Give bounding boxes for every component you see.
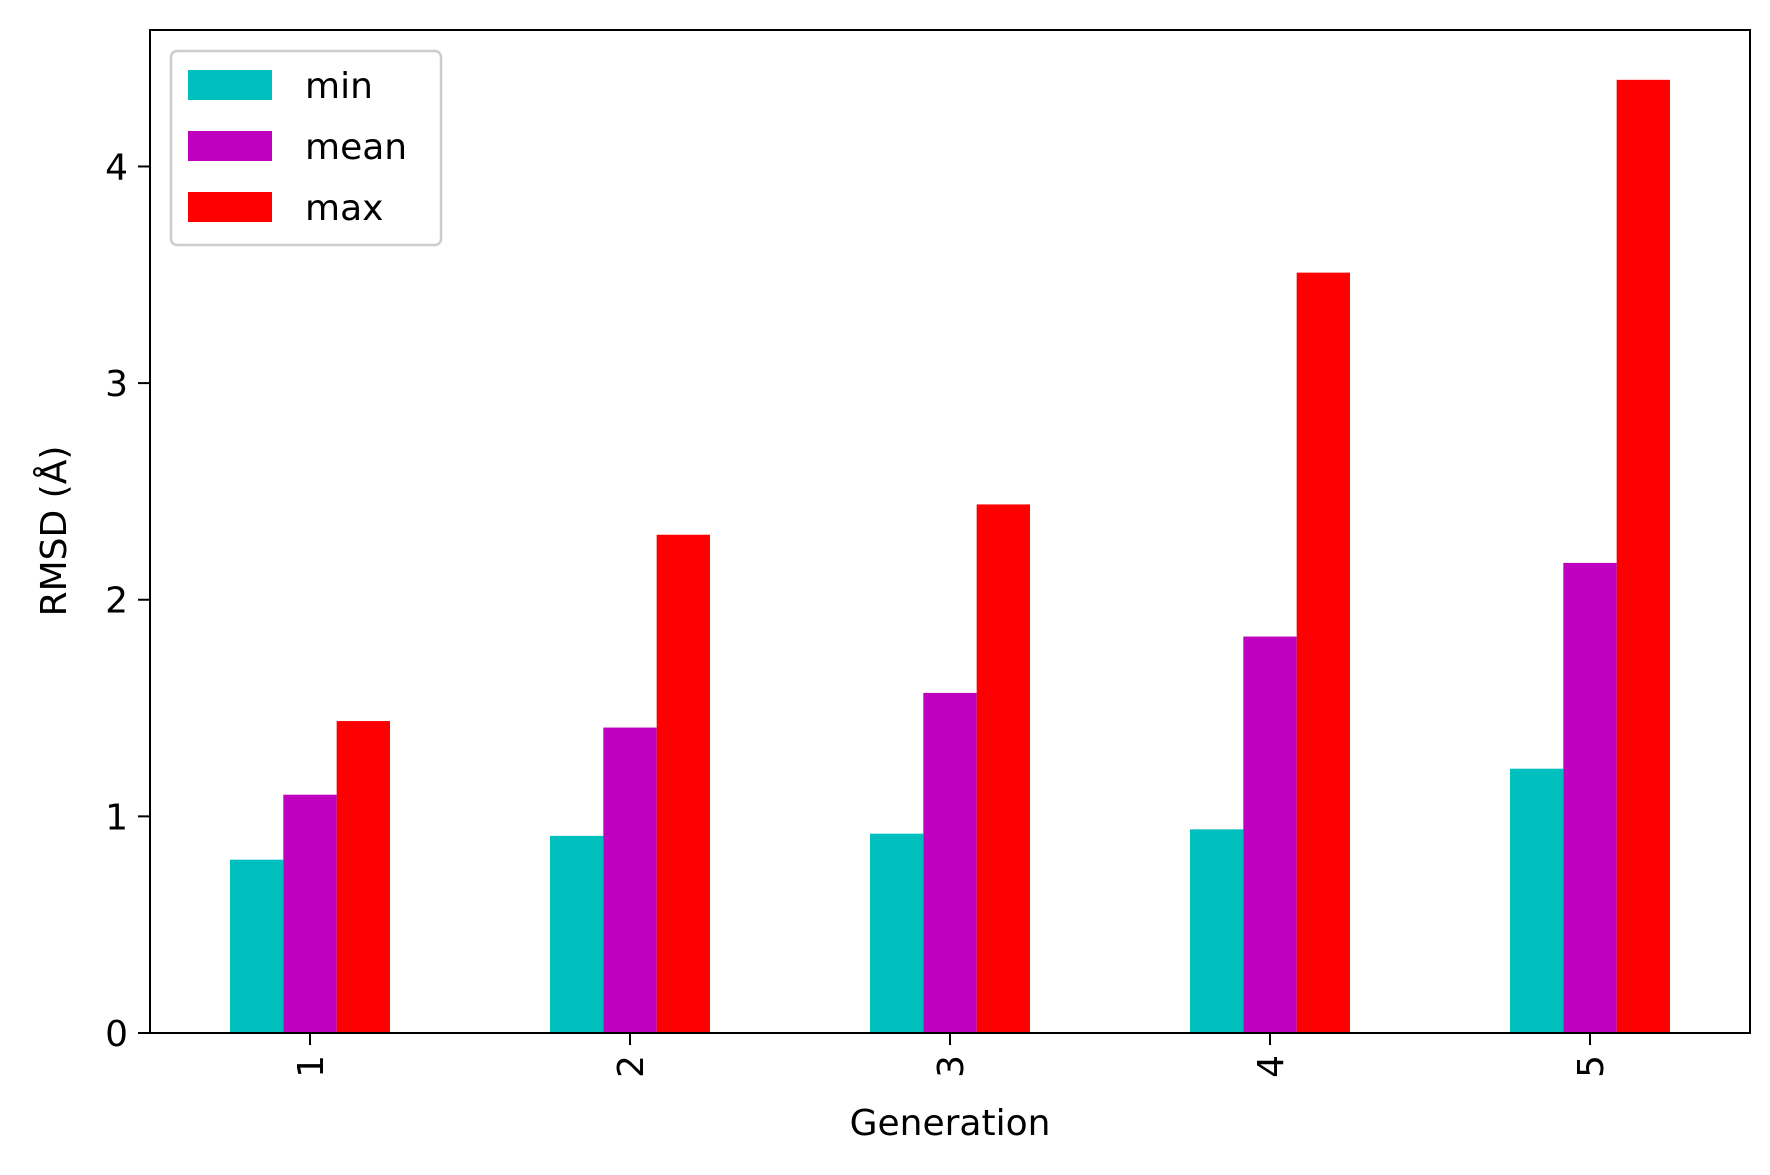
bar-max-gen-1 bbox=[336, 721, 390, 1033]
x-tick-label-4: 4 bbox=[1251, 1055, 1292, 1078]
legend-label-max: max bbox=[305, 188, 383, 229]
bar-min-gen-1 bbox=[230, 859, 284, 1033]
legend-items: min mean max bbox=[188, 66, 407, 229]
y-axis: 0 1 2 3 4 bbox=[105, 147, 150, 1055]
y-tick-label-3: 3 bbox=[105, 364, 128, 405]
bar-max-gen-2 bbox=[656, 534, 710, 1033]
bar-mean-gen-5 bbox=[1563, 562, 1617, 1033]
legend-label-min: min bbox=[305, 66, 373, 107]
bar-mean-gen-3 bbox=[923, 692, 977, 1033]
y-tick-label-1: 1 bbox=[105, 797, 128, 838]
bar-mean-gen-1 bbox=[283, 794, 337, 1033]
bar-max-gen-3 bbox=[976, 504, 1030, 1033]
x-tick-label-3: 3 bbox=[931, 1055, 972, 1078]
legend-swatch-mean bbox=[188, 131, 272, 161]
x-axis: 1 2 3 4 5 bbox=[291, 1033, 1612, 1078]
bar-max-gen-4 bbox=[1296, 272, 1350, 1033]
bar-max-gen-5 bbox=[1616, 79, 1670, 1033]
bar-min-gen-2 bbox=[550, 835, 604, 1033]
bar-min-gen-3 bbox=[870, 833, 924, 1033]
x-tick-label-5: 5 bbox=[1571, 1055, 1612, 1078]
bar-min-gen-4 bbox=[1190, 829, 1244, 1033]
y-tick-label-2: 2 bbox=[105, 581, 128, 622]
legend-swatch-max bbox=[188, 192, 272, 222]
y-axis-label: RMSD (Å) bbox=[32, 446, 75, 617]
legend-label-mean: mean bbox=[305, 127, 407, 168]
bar-mean-gen-4 bbox=[1243, 636, 1297, 1033]
y-tick-label-0: 0 bbox=[105, 1014, 128, 1055]
legend-swatch-min bbox=[188, 70, 272, 100]
x-tick-label-2: 2 bbox=[611, 1055, 652, 1078]
bar-min-gen-5 bbox=[1510, 768, 1564, 1033]
legend: min mean max bbox=[169, 49, 443, 247]
bars-layer bbox=[230, 79, 1670, 1033]
bar-mean-gen-2 bbox=[603, 727, 657, 1033]
y-tick-label-4: 4 bbox=[105, 147, 128, 188]
x-tick-label-1: 1 bbox=[291, 1055, 332, 1078]
x-axis-label: Generation bbox=[850, 1103, 1051, 1144]
